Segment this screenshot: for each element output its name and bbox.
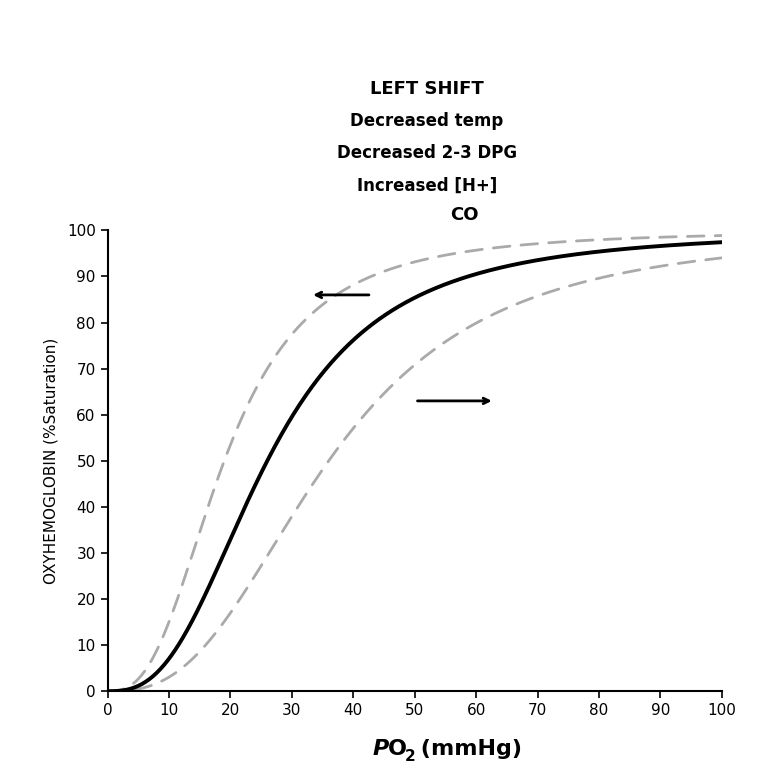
Text: Decreased 2-3 DPG: Decreased 2-3 DPG [337, 144, 517, 162]
Text: O: O [388, 739, 407, 759]
Y-axis label: OXYHEMOGLOBIN (%Saturation): OXYHEMOGLOBIN (%Saturation) [44, 338, 58, 584]
Text: Decreased temp: Decreased temp [350, 112, 504, 130]
Text: Increased [H+]: Increased [H+] [357, 177, 497, 194]
Text: LEFT SHIFT: LEFT SHIFT [370, 80, 484, 98]
Text: 2: 2 [405, 749, 415, 764]
Text: CO: CO [450, 207, 478, 224]
Text: (mmHg): (mmHg) [413, 739, 522, 759]
Text: P: P [372, 739, 389, 759]
